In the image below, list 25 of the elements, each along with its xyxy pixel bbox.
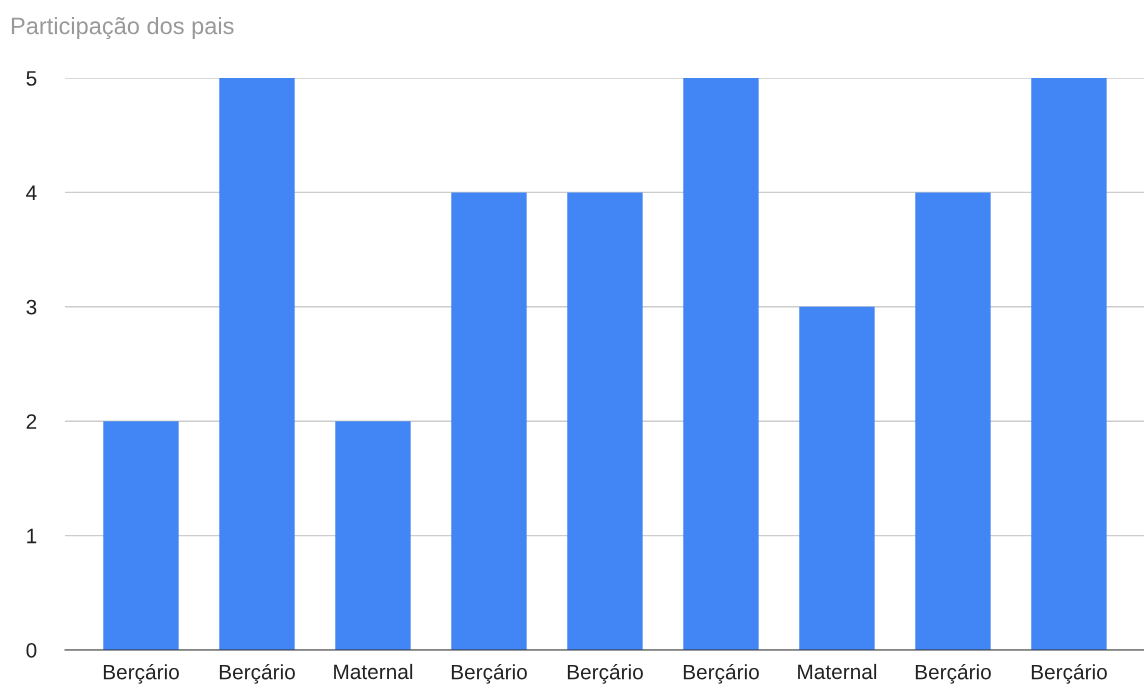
bar: [335, 421, 411, 650]
bar: [103, 421, 179, 650]
bar: [683, 78, 759, 650]
bar: [451, 192, 527, 650]
y-tick-label: 4: [26, 185, 37, 200]
x-tick-label: Berçário: [219, 663, 295, 684]
y-tick-label: 2: [26, 414, 37, 429]
bar: [567, 192, 643, 650]
x-tick-label: Berçário: [451, 663, 527, 684]
x-tick-label: Berçário: [567, 663, 643, 684]
bar: [799, 306, 875, 650]
y-tick-label: 1: [27, 528, 37, 544]
bar: [915, 192, 991, 650]
bar: [1031, 78, 1107, 650]
y-tick-label: 3: [26, 299, 37, 315]
x-tick-label: Berçário: [103, 663, 179, 684]
x-tick-label: Berçário: [683, 663, 759, 684]
x-tick-label: Maternal: [798, 663, 877, 680]
bar: [219, 78, 295, 650]
chart-title: Participação dos pais: [11, 16, 234, 40]
x-tick-label: Maternal: [334, 663, 413, 680]
y-tick-label: 0: [26, 643, 37, 658]
y-tick-label: 5: [26, 71, 37, 86]
x-tick-label: Berçário: [915, 663, 991, 684]
x-tick-label: Berçário: [1031, 663, 1107, 684]
